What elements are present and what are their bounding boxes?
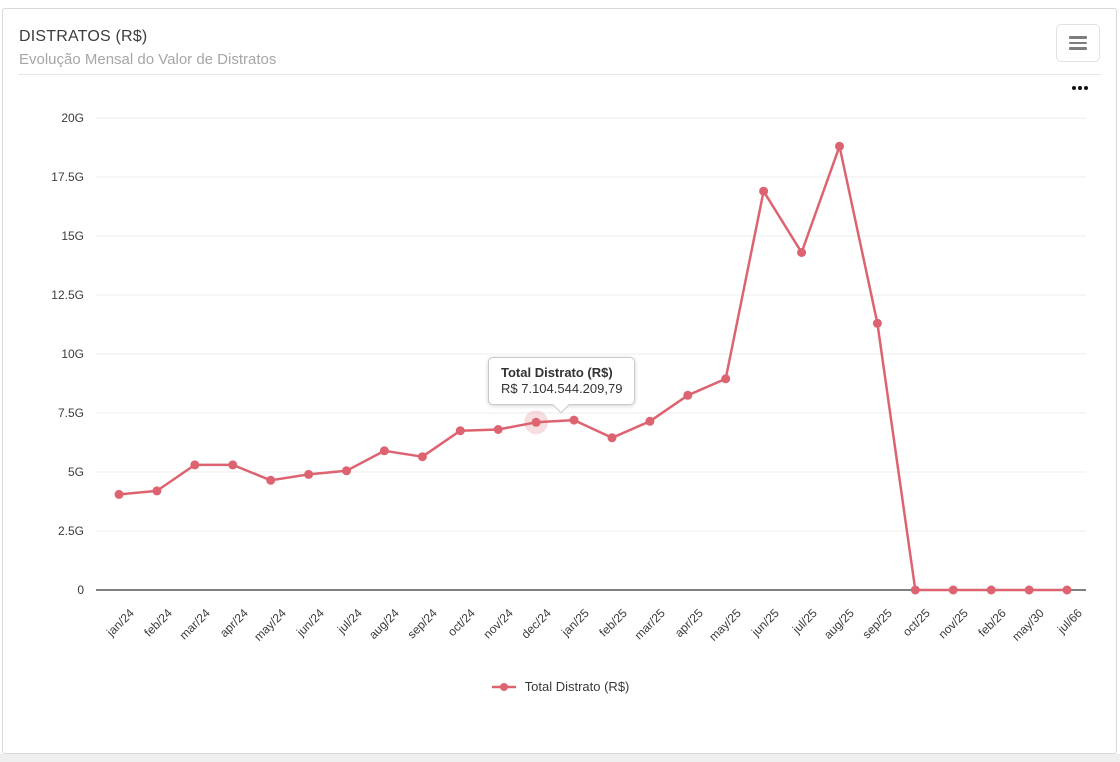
data-point-feb/25 xyxy=(607,433,617,443)
header-divider xyxy=(18,74,1101,75)
card-title: DISTRATOS (R$) xyxy=(19,28,148,45)
data-point-jun/25 xyxy=(759,186,769,196)
card-menu-button[interactable] xyxy=(1056,24,1100,62)
data-point-dec/24 xyxy=(531,417,541,427)
y-axis-label: 5G xyxy=(67,465,84,479)
data-point-may/30 xyxy=(1024,585,1034,595)
y-axis-label: 17.5G xyxy=(51,170,84,184)
chart-options-button[interactable] xyxy=(1072,86,1088,90)
data-point-nov/24 xyxy=(493,425,503,434)
data-point-oct/25 xyxy=(910,585,920,595)
y-axis-label: 0 xyxy=(77,583,84,597)
data-point-jul/25 xyxy=(797,248,807,257)
data-point-sep/25 xyxy=(872,318,882,328)
y-axis-label: 2.5G xyxy=(57,524,84,538)
legend-label: Total Distrato (R$) xyxy=(524,679,630,694)
y-axis-label: 12.5G xyxy=(51,288,84,302)
y-axis-label: 10G xyxy=(61,347,84,361)
data-point-mar/25 xyxy=(645,416,655,426)
data-point-jun/24 xyxy=(304,469,314,479)
data-point-jul/24 xyxy=(342,466,351,476)
data-point-feb/24 xyxy=(152,486,162,496)
data-point-may/24 xyxy=(266,475,276,485)
data-point-feb/26 xyxy=(986,585,996,595)
data-point-oct/24 xyxy=(455,426,465,436)
chart-legend: Total Distrato (R$) xyxy=(0,679,1120,694)
y-axis-label: 15G xyxy=(61,229,84,243)
data-point-mar/24 xyxy=(190,460,200,470)
legend-item-total-distrato[interactable]: Total Distrato (R$) xyxy=(491,679,630,694)
data-point-apr/25 xyxy=(683,390,693,400)
page-background-strip xyxy=(0,754,1120,762)
data-point-jul/66 xyxy=(1062,585,1072,595)
legend-line-dot-marker xyxy=(491,682,516,691)
tooltip-value: R$ 7.104.544.209,79 xyxy=(501,381,623,396)
data-point-aug/24 xyxy=(379,446,389,456)
tooltip-series-name: Total Distrato (R$) xyxy=(501,365,613,380)
data-point-nov/25 xyxy=(948,585,958,595)
data-point-may/25 xyxy=(721,374,731,384)
data-point-aug/25 xyxy=(835,141,844,151)
data-point-jan/24 xyxy=(114,489,124,499)
card-subtitle: Evolução Mensal do Valor de Distratos xyxy=(19,51,277,68)
chart-tooltip: Total Distrato (R$) R$ 7.104.544.209,79 xyxy=(488,357,636,414)
hamburger-menu-icon xyxy=(1069,36,1087,39)
data-point-apr/24 xyxy=(228,460,238,470)
ellipsis-icon xyxy=(1072,86,1076,90)
data-point-jan/25 xyxy=(569,415,579,425)
data-point-sep/24 xyxy=(417,452,427,462)
y-axis-label: 7.5G xyxy=(57,406,84,420)
y-axis-label: 20G xyxy=(61,111,84,125)
